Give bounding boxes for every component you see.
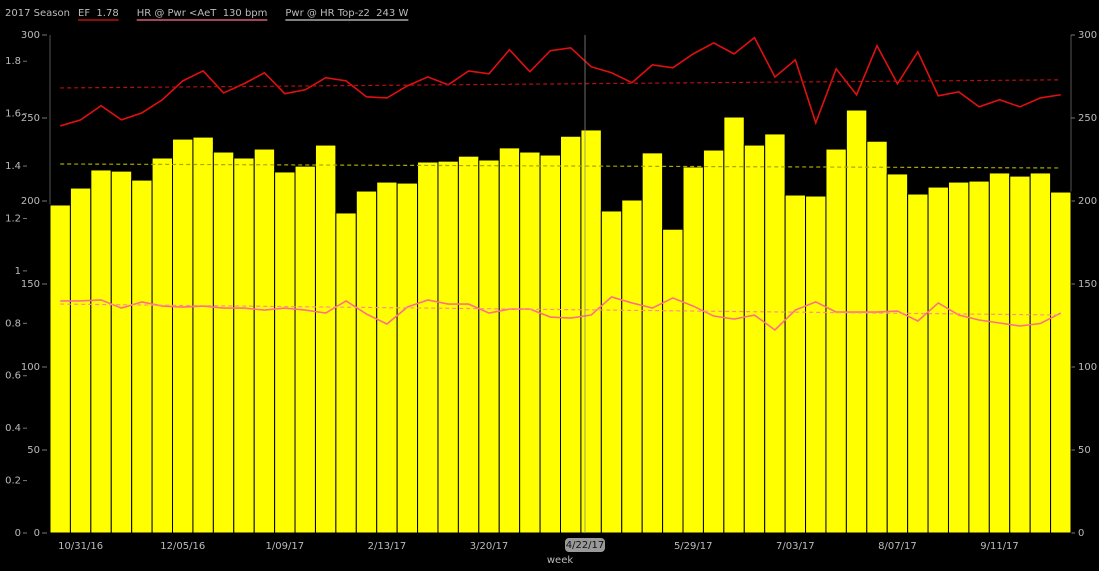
y-tick-label: 250 [21,113,40,124]
bar [233,157,255,534]
bar [764,133,786,534]
y2-tick-label: 0.2 [5,476,21,487]
y2-tick-label: 0.4 [5,423,21,434]
y-right-tick-label: 150 [1078,279,1097,290]
bar [131,179,153,534]
bar [192,136,214,534]
bar [478,159,500,534]
bar [662,228,684,534]
bar [457,155,480,534]
y-right-tick-label: 0 [1078,528,1084,539]
y-right-tick-label: 200 [1078,196,1097,207]
bar [947,181,970,534]
bar [314,144,337,534]
legend-entry: EF 1.78 [78,8,119,19]
bar [600,210,623,534]
line [60,296,1062,332]
bar [172,138,194,534]
bar [437,160,459,534]
x-tick-label: 3/20/17 [470,541,509,552]
bar [866,140,888,534]
bar [253,148,276,534]
y2-tick-label: 1.8 [5,56,21,67]
bar [498,147,521,534]
y-tick-label: 0 [34,528,40,539]
chart-title: 2017 Season [5,8,70,19]
y2-tick-label: 0.6 [5,371,21,382]
y2-tick-label: 0.8 [5,318,21,329]
bar [1009,175,1031,534]
trend-line [60,163,1061,169]
bar [69,187,92,534]
legend-entry: HR @ Pwr <AeT 130 bpm [137,8,268,19]
bar [784,194,807,534]
y-right-tick-label: 100 [1078,362,1097,373]
y2-tick-label: 1.2 [5,213,21,224]
bar [743,144,766,534]
bar [845,109,868,534]
bar [988,172,1011,534]
line [59,36,1061,127]
bar [702,149,725,534]
x-axis-title: week [547,555,573,566]
bar [274,171,296,534]
bar [90,169,112,534]
bar [396,182,419,534]
bar [968,180,990,534]
bar [580,129,602,534]
bar [335,212,357,534]
bar [560,135,582,534]
x-tick-label: 5/29/17 [674,541,713,552]
y-right-tick-label: 50 [1078,445,1091,456]
x-tick-label: 7/03/17 [776,541,815,552]
crosshair-label: 4/22/17 [566,540,605,551]
bar [110,170,133,534]
bar [805,195,827,534]
bar [417,161,439,534]
bar [682,166,704,534]
bar [376,181,398,534]
bar [1050,191,1072,534]
bar [355,190,378,534]
bar [539,154,562,534]
bar [825,148,847,534]
y-tick-label: 200 [21,196,40,207]
bar [49,204,71,534]
y2-tick-label: 1 [15,266,21,277]
bar [886,173,909,534]
bar [907,193,929,534]
x-tick-label: 1/09/17 [266,541,305,552]
bar [212,151,235,534]
y2-tick-label: 0 [15,528,21,539]
bar [151,157,174,534]
bar [723,116,745,534]
x-tick-label: 12/05/16 [160,541,205,552]
bar [294,165,316,534]
x-tick-label: 2/13/17 [368,541,407,552]
crosshair-label-box [565,538,605,552]
bar [927,186,949,534]
bar [1029,172,1052,534]
x-tick-label: 9/11/17 [980,541,1019,552]
y-tick-label: 50 [27,445,40,456]
y-tick-label: 100 [21,362,40,373]
y-tick-label: 150 [21,279,40,290]
y2-tick-label: 1.4 [5,161,21,172]
x-tick-label: 8/07/17 [878,541,917,552]
legend-entry: Pwr @ HR Top-z2 243 W [285,8,408,19]
bar [621,199,643,534]
trend-line [60,79,1061,89]
y2-tick-label: 1.6 [5,109,21,120]
trend-line [60,303,1061,316]
y-right-tick-label: 250 [1078,113,1097,124]
y-right-tick-label: 300 [1078,30,1097,41]
y-tick-label: 300 [21,30,40,41]
bar [519,151,541,534]
bar [641,152,664,534]
x-tick-label: 10/31/16 [58,541,103,552]
